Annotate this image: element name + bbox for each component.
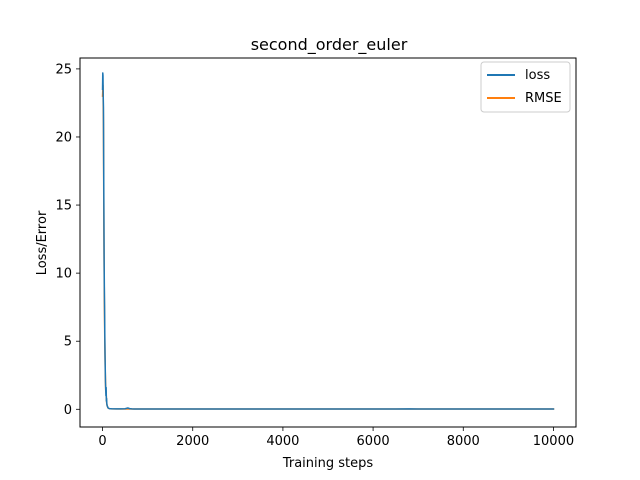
x-axis: 0 2000 4000 6000 8000 10000 xyxy=(98,427,574,449)
legend: loss RMSE xyxy=(480,61,571,113)
x-tick-label: 0 xyxy=(98,434,106,449)
x-tick-label: 10000 xyxy=(533,434,574,449)
legend-label-rmse: RMSE xyxy=(525,91,562,106)
y-tick-label: 5 xyxy=(64,335,72,350)
y-tick-label: 0 xyxy=(64,403,72,418)
y-tick-label: 15 xyxy=(55,199,72,214)
plot-area xyxy=(101,72,555,410)
y-axis-label: Loss/Error xyxy=(35,210,50,275)
x-tick-label: 6000 xyxy=(357,434,390,449)
x-axis-label: Training steps xyxy=(282,456,374,471)
x-tick-label: 2000 xyxy=(176,434,209,449)
legend-label-loss: loss xyxy=(525,68,550,83)
series-line-loss xyxy=(101,72,555,410)
y-axis: 0 5 10 15 20 25 xyxy=(55,62,80,418)
chart-title: second_order_euler xyxy=(251,35,408,55)
y-tick-label: 25 xyxy=(55,62,72,77)
y-tick-label: 10 xyxy=(55,267,72,282)
axes-frame xyxy=(79,57,577,428)
y-tick-label: 20 xyxy=(55,130,72,145)
x-tick-label: 8000 xyxy=(447,434,480,449)
x-tick-label: 4000 xyxy=(266,434,299,449)
